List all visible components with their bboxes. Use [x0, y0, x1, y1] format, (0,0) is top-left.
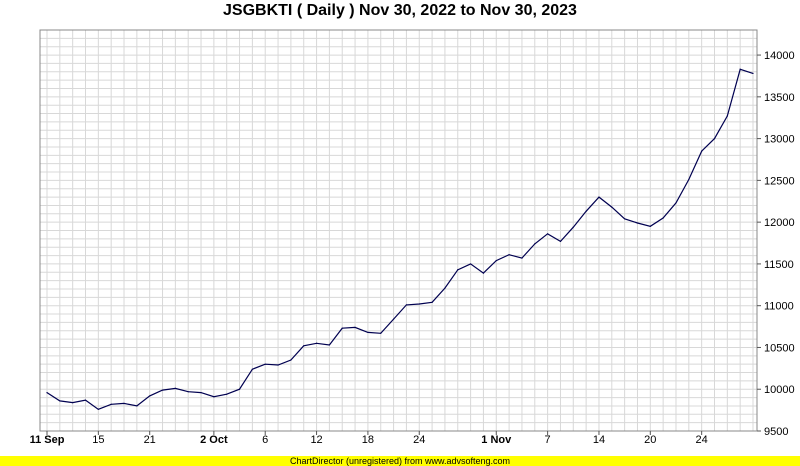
data-point — [238, 388, 241, 390]
data-point — [303, 345, 305, 347]
data-point — [739, 68, 741, 70]
data-point — [534, 243, 536, 245]
x-tick-label: 18 — [362, 434, 374, 446]
x-tick-label: 24 — [413, 434, 425, 446]
data-point — [495, 259, 497, 262]
data-point — [392, 318, 395, 320]
data-point — [649, 225, 651, 227]
data-point — [675, 202, 677, 204]
plot-area-frame — [39, 29, 758, 432]
y-tick-label: 10500 — [764, 342, 795, 354]
x-axis: 11 Sep 15 21 2 Oct 6 12 18 24 1 Nov 7 14 20 24 — [30, 431, 708, 446]
data-point — [187, 391, 189, 393]
x-tick-label: 12 — [310, 434, 322, 446]
data-point — [277, 364, 279, 366]
x-tick-label: 11 Sep — [30, 434, 65, 446]
data-point — [457, 269, 459, 271]
x-tick-label: 24 — [696, 434, 708, 446]
y-tick-label: 14000 — [764, 50, 795, 62]
data-point — [547, 233, 549, 235]
x-tick-label: 14 — [593, 434, 605, 446]
price-series-line — [46, 68, 754, 410]
x-tick-label: 6 — [262, 434, 268, 446]
y-tick-label: 10000 — [764, 384, 795, 396]
data-point — [136, 405, 138, 407]
data-point — [521, 257, 523, 259]
data-point — [264, 363, 266, 365]
x-tick-label: 21 — [144, 434, 156, 446]
y-tick-label: 12500 — [764, 175, 795, 187]
data-point — [161, 389, 164, 391]
data-point — [251, 368, 253, 370]
data-point — [611, 206, 613, 208]
y-tick-label: 11000 — [764, 301, 794, 313]
data-point — [598, 196, 600, 198]
data-point — [226, 393, 228, 395]
data-point — [470, 263, 472, 265]
series-line-layer — [46, 68, 754, 410]
y-tick-label: 12000 — [764, 217, 795, 229]
data-point — [405, 304, 408, 306]
data-point — [213, 396, 215, 398]
data-point — [59, 400, 61, 402]
data-point — [624, 218, 626, 220]
chart-title: JSGBKTI ( Daily ) Nov 30, 2022 to Nov 30… — [223, 2, 577, 19]
chartdirector-footer: ChartDirector (unregistered) from www.ad… — [0, 456, 800, 466]
data-point — [418, 303, 420, 305]
x-tick-label: 20 — [644, 434, 656, 446]
data-point — [110, 403, 112, 405]
data-point — [444, 287, 446, 289]
data-point — [482, 272, 485, 274]
data-point — [354, 326, 356, 329]
data-point — [97, 408, 99, 410]
y-axis: 9500 10000 10500 11000 11500 12000 12500 13000 1… — [757, 50, 795, 438]
data-point — [367, 331, 369, 334]
data-point — [688, 178, 690, 181]
data-point — [572, 226, 574, 228]
data-point — [752, 72, 754, 75]
y-tick-label: 13000 — [764, 134, 795, 146]
y-tick-label: 11500 — [764, 259, 794, 271]
data-point — [662, 217, 664, 219]
x-tick-label: 2 Oct — [200, 434, 228, 446]
data-point — [46, 391, 48, 394]
x-tick-label: 1 Nov — [481, 434, 512, 446]
data-point — [149, 395, 151, 397]
data-point — [636, 222, 639, 224]
data-point — [713, 138, 716, 140]
data-point — [559, 240, 562, 242]
data-point — [123, 402, 125, 405]
data-point — [84, 399, 87, 401]
data-point — [726, 115, 728, 117]
data-point — [290, 359, 292, 361]
data-point — [701, 150, 703, 152]
data-point — [315, 342, 318, 344]
x-tick-label: 7 — [545, 434, 551, 446]
data-point — [72, 401, 74, 404]
x-tick-label: 15 — [92, 434, 104, 446]
y-tick-label: 13500 — [764, 92, 795, 104]
grid — [40, 29, 757, 432]
y-tick-label: 9500 — [764, 426, 788, 438]
data-point — [380, 332, 382, 334]
data-point — [585, 210, 587, 212]
data-point — [431, 301, 433, 303]
data-point — [200, 391, 202, 394]
data-point — [508, 254, 510, 256]
data-point — [174, 387, 176, 389]
data-point — [328, 344, 330, 346]
data-point — [341, 327, 343, 329]
